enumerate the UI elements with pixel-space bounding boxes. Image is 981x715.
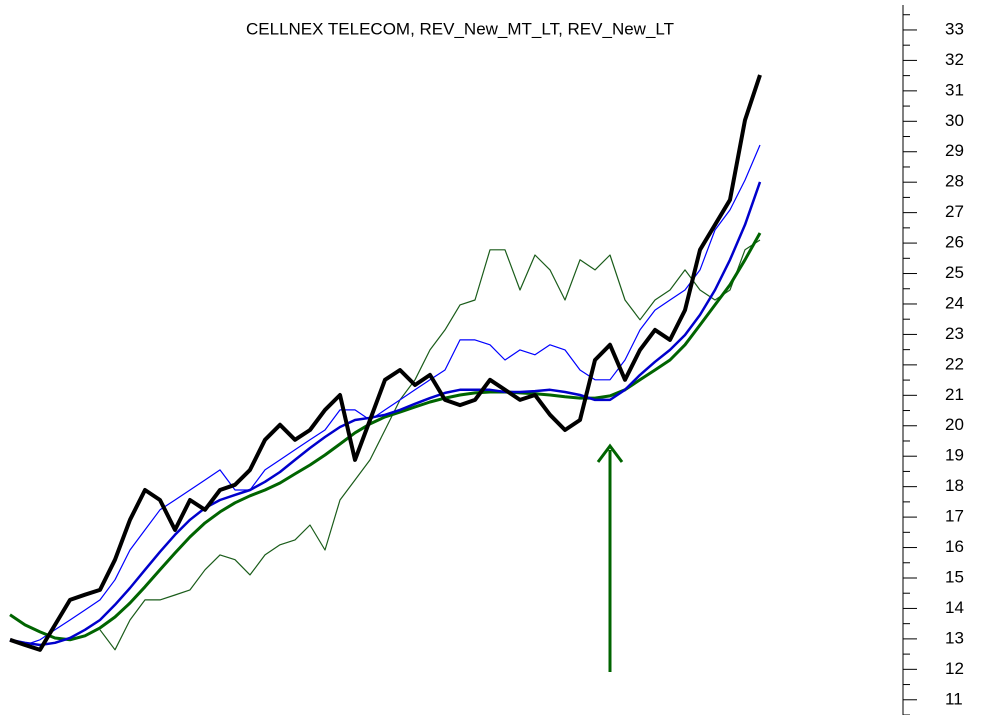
series-line [9, 232, 762, 642]
y-tick-label: 22 [945, 354, 964, 373]
y-tick-label: 15 [945, 567, 964, 586]
y-tick-label: 13 [945, 628, 964, 647]
y-tick-label: 27 [945, 202, 964, 221]
y-tick-label: 28 [945, 172, 964, 191]
y-tick-label: 26 [945, 233, 964, 252]
y-tick-label: 18 [945, 476, 964, 495]
y-tick-label: 25 [945, 263, 964, 282]
y-tick-label: 19 [945, 446, 964, 465]
y-tick-label: 17 [945, 507, 964, 526]
series-line [9, 144, 761, 646]
y-tick-label: 20 [945, 415, 964, 434]
y-tick-label: 23 [945, 324, 964, 343]
y-tick-label: 24 [945, 293, 964, 312]
series-line [9, 181, 762, 647]
arrow [596, 443, 624, 672]
y-tick-label: 29 [945, 141, 964, 160]
y-tick-label: 21 [945, 385, 964, 404]
series-line [99, 239, 761, 651]
y-tick-label: 33 [945, 19, 964, 38]
y-tick-label: 32 [945, 50, 964, 69]
chart-title: CELLNEX TELECOM, REV_New_MT_LT, REV_New_… [246, 19, 674, 38]
y-tick-label: 11 [945, 689, 963, 708]
series-line [9, 74, 762, 652]
y-tick-label: 14 [945, 598, 964, 617]
y-tick-label: 12 [945, 659, 964, 678]
y-tick-label: 31 [945, 80, 964, 99]
y-tick-label: 30 [945, 111, 964, 130]
y-tick-label: 16 [945, 537, 964, 556]
